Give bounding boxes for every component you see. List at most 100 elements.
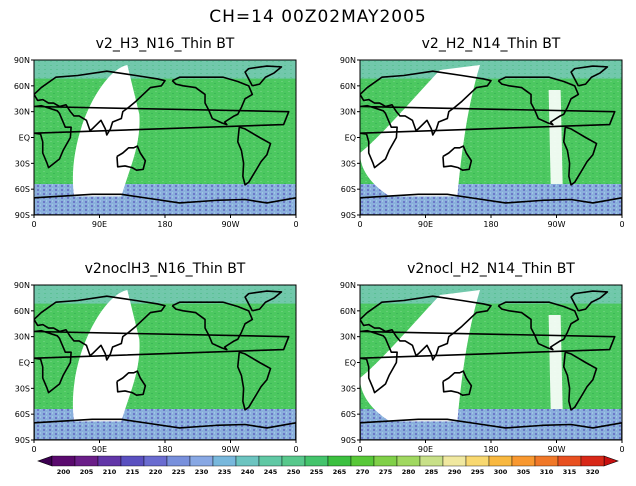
coastlines [34, 290, 296, 440]
coastline [244, 290, 283, 312]
figure-title: CH=14 00Z02MAY2005 [209, 7, 426, 27]
colorbar-swatch [143, 455, 168, 467]
lat-tick-label: 30N [340, 333, 356, 342]
lat-tick-label: 90S [341, 436, 356, 445]
colorbar-label: 230 [195, 468, 209, 476]
orbit-gap-secondary [548, 315, 563, 409]
coastlines [34, 65, 296, 215]
lat-tick-label: 90S [15, 436, 30, 445]
colorbar-label: 210 [103, 468, 117, 476]
coastline [360, 418, 622, 440]
lon-tick-label: 90W [221, 220, 239, 229]
colorbar-label: 285 [425, 468, 439, 476]
colorbar-swatch [304, 455, 329, 467]
colorbar-label: 300 [494, 468, 508, 476]
colorbar-label: 280 [402, 468, 416, 476]
colorbar-swatch [511, 455, 536, 467]
lat-tick-label: 60S [15, 410, 30, 419]
lat-tick-label: 30N [14, 108, 30, 117]
lat-tick-label: 60N [14, 82, 30, 91]
coastline [116, 370, 147, 397]
colorbar-label: 235 [218, 468, 232, 476]
colorbar-label: 290 [448, 468, 462, 476]
colorbar-label: 255 [310, 468, 324, 476]
map-panel-br: v2nocl_H2_N14_Thin BT 90N 60N 30N EQ 30S 60S 90… [340, 261, 625, 454]
coastline [570, 290, 609, 312]
coastlines [360, 65, 622, 215]
polar-band-north [360, 285, 622, 304]
colorbar-swatch [488, 455, 513, 467]
coastline [497, 301, 580, 351]
colorbar-label: 265 [333, 468, 347, 476]
lat-tick-label: 60S [341, 185, 356, 194]
colorbar-label: 200 [57, 468, 71, 476]
coastline [497, 76, 580, 126]
coastline [570, 65, 609, 87]
colorbar-label: 250 [287, 468, 301, 476]
lon-tick-label: 0 [293, 445, 298, 454]
coastline [34, 329, 290, 394]
lat-tick-label: 30S [15, 384, 30, 393]
colorbar-swatch [327, 455, 352, 467]
coastline [244, 65, 283, 87]
lon-tick-label: 90W [547, 445, 565, 454]
colorbar-label: 215 [126, 468, 140, 476]
lon-tick-label: 90E [418, 445, 433, 454]
map-panel-bl: v2noclH3_N16_Thin BT 90N 60N 30N EQ 30S 60S 90S… [14, 261, 299, 454]
colorbar-swatch [419, 455, 444, 467]
lon-tick-label: 0 [31, 445, 36, 454]
lon-tick-label: 90E [92, 220, 107, 229]
lon-tick-label: 180 [157, 445, 172, 454]
colorbar-swatch [534, 455, 559, 467]
lat-tick-label: 90N [14, 281, 30, 290]
lat-tick-label: 90S [15, 211, 30, 220]
colorbar-swatch [120, 455, 145, 467]
colorbar-arrow-left [37, 455, 53, 467]
coastline [360, 295, 492, 361]
panel-title: v2_H3_N16_Thin BT [96, 36, 235, 52]
lon-tick-label: 180 [483, 445, 498, 454]
polar-band-north [34, 60, 296, 79]
coastline [236, 351, 272, 411]
coastlines [360, 290, 622, 440]
panel-field [34, 60, 296, 215]
coastline [360, 329, 616, 394]
colorbar-label: 270 [356, 468, 370, 476]
lat-tick-label: 90S [341, 211, 356, 220]
orbit-gap-secondary [548, 90, 563, 184]
panel-title: v2noclH3_N16_Thin BT [85, 261, 246, 277]
lon-tick-label: 0 [357, 220, 362, 229]
colorbar-swatch [557, 455, 582, 467]
lon-tick-label: 0 [31, 220, 36, 229]
lon-tick-label: 0 [619, 220, 624, 229]
coastline [236, 126, 272, 186]
colorbar-label: 295 [471, 468, 485, 476]
lat-tick-label: EQ [19, 359, 30, 368]
colorbar-swatch [235, 455, 260, 467]
coastline [34, 104, 290, 169]
lat-tick-label: 90N [340, 56, 356, 65]
colorbar-swatch [97, 455, 122, 467]
lon-tick-label: 180 [483, 220, 498, 229]
coastline [360, 193, 622, 215]
coastline [34, 70, 166, 136]
colorbar-label: 305 [517, 468, 531, 476]
coastline [360, 104, 616, 169]
polar-band-north [34, 285, 296, 304]
colorbar-swatch [373, 455, 398, 467]
lon-tick-label: 0 [357, 445, 362, 454]
lat-tick-label: 30S [15, 159, 30, 168]
lat-tick-label: 60S [15, 185, 30, 194]
lon-tick-label: 90E [92, 445, 107, 454]
lon-tick-label: 0 [293, 220, 298, 229]
colorbar-arrow-right [603, 455, 619, 467]
lat-tick-label: 30N [14, 333, 30, 342]
panel-title: v2_H2_N14_Thin BT [422, 36, 561, 52]
colorbar-label: 245 [264, 468, 278, 476]
coastline [562, 351, 598, 411]
coastline [171, 301, 254, 351]
panel-field [34, 285, 296, 440]
